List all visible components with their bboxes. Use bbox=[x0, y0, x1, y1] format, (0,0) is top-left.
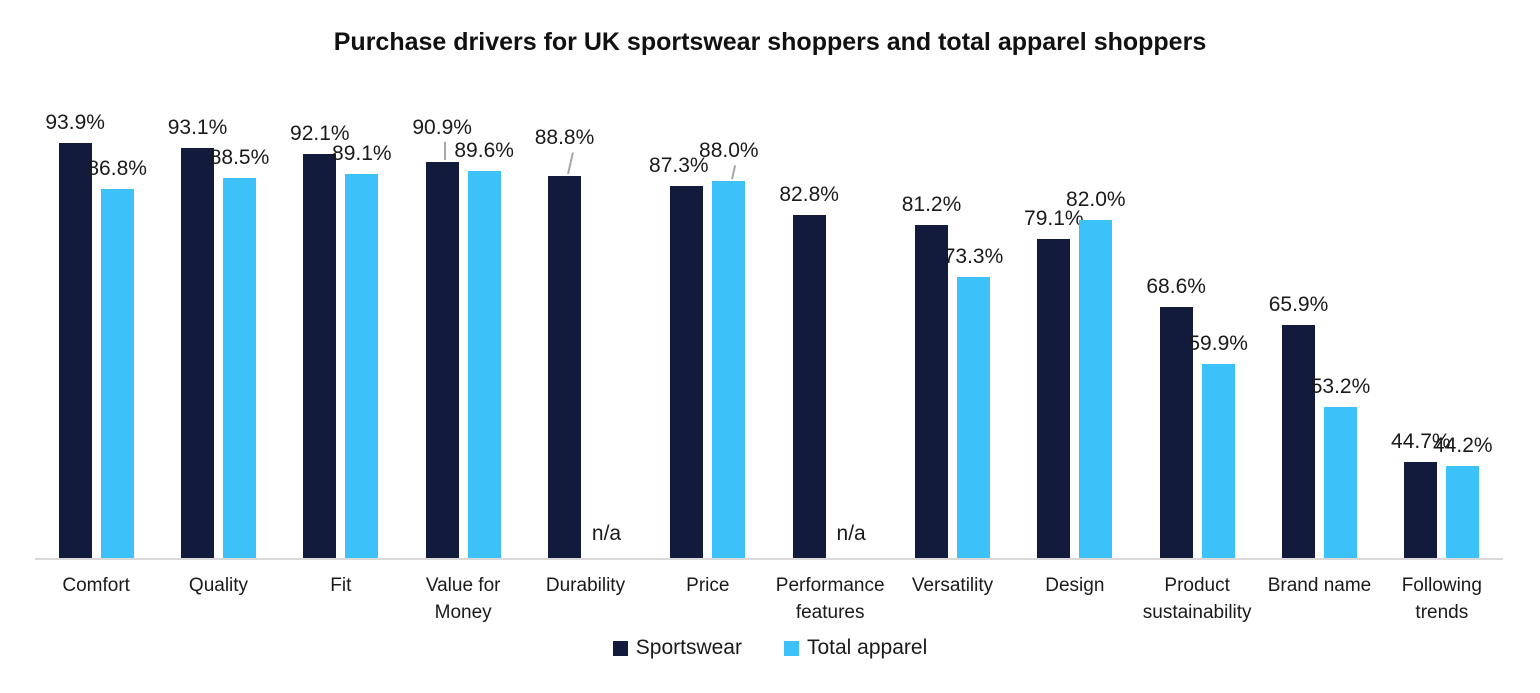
value-label-total-apparel-brand-name: 53.2% bbox=[1310, 375, 1371, 399]
value-label-sportswear-quality: 93.1% bbox=[167, 115, 228, 139]
category-label-following-trends: Following trends bbox=[1401, 575, 1482, 623]
value-label-total-apparel-value-for-money: 89.6% bbox=[454, 138, 514, 162]
bar-sportswear-comfort bbox=[58, 142, 92, 558]
value-label-sportswear-product-sustainability: 68.6% bbox=[1146, 275, 1206, 299]
category-axis: Comfort Quality Fit Value for Money Durabili… bbox=[0, 572, 1540, 630]
legend-label-sportswear: Sportswear bbox=[635, 636, 742, 659]
legend-item-total-apparel: Total apparel bbox=[783, 636, 928, 660]
bar-sportswear-value-for-money bbox=[425, 162, 459, 558]
value-label-sportswear-durability: 88.8% bbox=[534, 125, 595, 149]
bar-total-apparel-product-sustainability bbox=[1201, 363, 1235, 558]
bar-sportswear-product-sustainability bbox=[1159, 307, 1193, 558]
value-label-total-apparel-fit: 89.1% bbox=[332, 141, 392, 165]
plot-area: 93.9% 86.8% 93.1% 88.5% 92.1% 89.1% 90.9% 89.6%… bbox=[35, 110, 1503, 560]
leader-line-durability bbox=[566, 152, 574, 175]
na-label-durability: n/a bbox=[591, 522, 622, 545]
category-label-product-sustainability: Product sustainability bbox=[1142, 575, 1252, 623]
value-label-sportswear-following-trends: 44.7% bbox=[1391, 430, 1451, 454]
bar-sportswear-versatility bbox=[915, 225, 948, 558]
legend: Sportswear Total apparel bbox=[0, 636, 1540, 660]
value-label-sportswear-performance-features: 82.8% bbox=[779, 182, 839, 206]
value-label-total-apparel-product-sustainability: 59.9% bbox=[1188, 331, 1248, 355]
value-label-sportswear-brand-name: 65.9% bbox=[1268, 292, 1329, 316]
category-label-versatility: Versatility bbox=[911, 575, 994, 596]
value-label-total-apparel-price: 88.0% bbox=[699, 139, 759, 162]
category-label-durability: Durability bbox=[545, 575, 626, 596]
value-label-total-apparel-following-trends: 44.2% bbox=[1433, 433, 1493, 457]
value-label-total-apparel-design: 82.0% bbox=[1066, 188, 1126, 211]
bar-total-apparel-value-for-money bbox=[467, 170, 501, 558]
category-label-comfort: Comfort bbox=[62, 575, 130, 596]
bar-sportswear-quality bbox=[181, 147, 214, 558]
bar-sportswear-fit bbox=[303, 154, 337, 558]
bar-total-apparel-comfort bbox=[100, 188, 134, 558]
bar-total-apparel-design bbox=[1079, 220, 1113, 558]
bar-total-apparel-versatility bbox=[957, 276, 990, 558]
bar-total-apparel-brand-name bbox=[1324, 407, 1357, 558]
x-axis-baseline bbox=[35, 558, 1503, 560]
category-label-brand-name: Brand name bbox=[1267, 575, 1372, 596]
na-label-performance-features: n/a bbox=[836, 522, 866, 545]
value-label-sportswear-design: 79.1% bbox=[1024, 206, 1084, 230]
category-label-value-for-money: Value for Money bbox=[425, 575, 501, 623]
bar-total-apparel-quality bbox=[223, 177, 256, 558]
bar-sportswear-brand-name bbox=[1282, 324, 1315, 558]
legend-label-total-apparel: Total apparel bbox=[806, 636, 928, 659]
category-label-performance-features: Performance features bbox=[775, 575, 885, 623]
category-label-design: Design bbox=[1045, 575, 1105, 596]
value-label-sportswear-versatility: 81.2% bbox=[901, 193, 962, 217]
legend-swatch-sportswear-icon bbox=[612, 640, 628, 656]
value-label-total-apparel-comfort: 86.8% bbox=[87, 156, 147, 180]
legend-item-sportswear: Sportswear bbox=[612, 636, 742, 660]
category-label-price: Price bbox=[686, 575, 730, 596]
legend-swatch-total-apparel-icon bbox=[783, 640, 799, 656]
bar-total-apparel-fit bbox=[345, 173, 379, 558]
bar-sportswear-design bbox=[1037, 238, 1071, 558]
category-label-quality: Quality bbox=[188, 575, 249, 596]
bar-sportswear-performance-features bbox=[792, 214, 826, 558]
bar-total-apparel-following-trends bbox=[1446, 465, 1480, 558]
value-label-sportswear-price: 87.3% bbox=[649, 153, 709, 177]
value-label-total-apparel-quality: 88.5% bbox=[209, 145, 270, 169]
bar-sportswear-price bbox=[670, 185, 704, 558]
bar-sportswear-following-trends bbox=[1404, 462, 1438, 558]
bar-total-apparel-price bbox=[712, 181, 746, 558]
category-label-fit: Fit bbox=[330, 575, 352, 596]
chart-title: Purchase drivers for UK sportswear shopp… bbox=[333, 28, 1207, 56]
leader-line-price bbox=[730, 165, 736, 180]
value-label-sportswear-fit: 92.1% bbox=[290, 122, 350, 146]
value-label-total-apparel-versatility: 73.3% bbox=[943, 244, 1004, 268]
value-label-sportswear-value-for-money: 90.9% bbox=[412, 116, 472, 140]
bar-sportswear-durability bbox=[548, 175, 581, 558]
leader-line-value-for-money bbox=[444, 142, 447, 161]
value-label-sportswear-comfort: 93.9% bbox=[45, 110, 105, 134]
